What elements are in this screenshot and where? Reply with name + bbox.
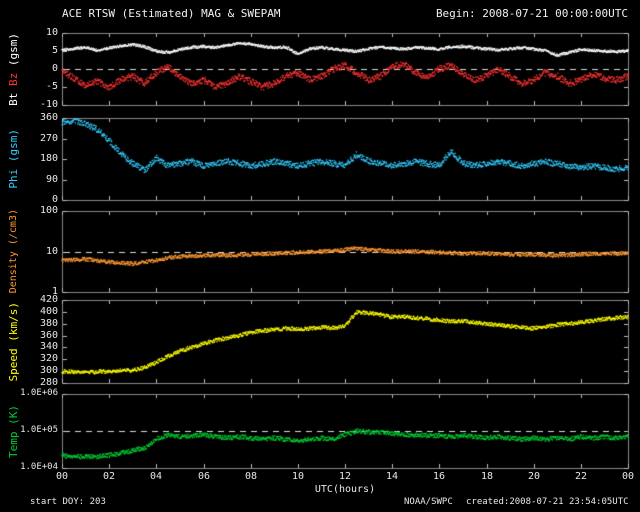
y-tick-label: 1.0E+06 [20,388,58,398]
footer-source: NOAA/SWPC [404,497,453,507]
y-tick-label: 340 [39,341,58,352]
x-tick-label: 22 [574,471,588,482]
x-axis-title: UTC(hours) [314,484,376,495]
x-tick-label: 10 [291,471,305,482]
y-tick-label: 300 [39,365,58,376]
y-tick-label: 180 [39,153,58,164]
x-tick-label: 18 [480,471,494,482]
y-tick-label: 360 [39,112,58,123]
x-tick-label: 14 [385,471,399,482]
y-tick-label: 0 [51,194,58,205]
x-tick-label: 00 [621,471,635,482]
y-tick-label: 10 [45,246,58,257]
x-tick-label: 20 [527,471,541,482]
y-tick-label: 380 [39,318,58,329]
y-tick-label: 5 [51,45,58,56]
y-tick-label: 320 [39,353,58,364]
page-title: ACE RTSW (Estimated) MAG & SWEPAM [62,7,281,20]
begin-timestamp: Begin: 2008-07-21 00:00:00UTC [435,7,628,20]
x-tick-label: 00 [55,471,69,482]
y-tick-label: 1 [51,286,58,297]
y-tick-label: 1.0E+05 [20,425,58,435]
x-tick-label: 04 [149,471,163,482]
y-tick-label: 0 [51,63,58,74]
y-tick-label: -10 [39,99,58,110]
y-tick-label: 400 [39,306,58,317]
y-tick-label: 10 [45,27,58,38]
x-tick-label: 06 [197,471,211,482]
y-tick-label: 100 [39,205,58,216]
x-tick-label: 16 [432,471,446,482]
footer-start-doy: start DOY: 203 [30,497,106,507]
y-tick-label: 270 [39,133,58,144]
x-tick-label: 02 [102,471,116,482]
x-tick-label: 08 [244,471,258,482]
y-tick-label: 90 [45,174,58,185]
y-tick-label: 360 [39,330,58,341]
y-tick-label: -5 [45,81,58,92]
y-tick-label: 420 [39,294,58,305]
x-tick-label: 12 [338,471,352,482]
footer-created-timestamp: created:2008-07-21 23:54:05UTC [466,497,629,507]
y-tick-label: 1.0E+04 [20,462,58,472]
y-tick-label: 280 [39,377,58,388]
